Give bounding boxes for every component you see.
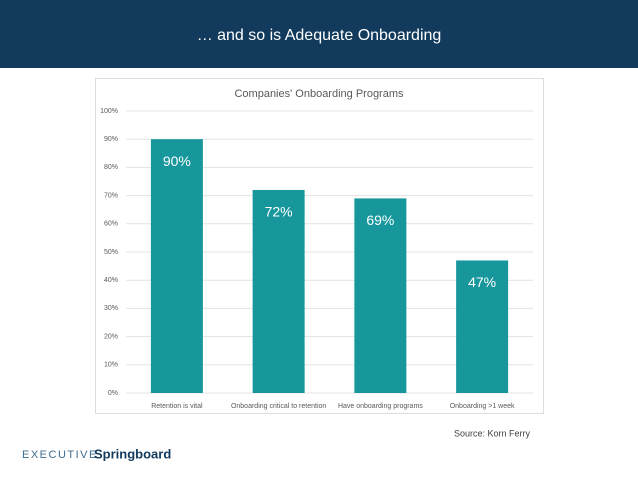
- y-tick-label: 10%: [104, 362, 118, 369]
- x-tick-label: Have onboarding programs: [338, 403, 423, 410]
- bar: [252, 189, 305, 393]
- y-tick-label: 90%: [104, 136, 118, 143]
- y-tick-label: 80%: [104, 164, 118, 171]
- y-tick-label: 40%: [104, 277, 118, 284]
- y-tick-label: 0%: [108, 390, 118, 397]
- value-label: 69%: [366, 212, 394, 228]
- y-tick-label: 20%: [104, 333, 118, 340]
- y-tick-label: 60%: [104, 221, 118, 228]
- value-label: 90%: [163, 153, 191, 169]
- x-tick-label: Retention is vital: [151, 403, 203, 410]
- y-tick-label: 50%: [104, 249, 118, 256]
- x-tick-label: Onboarding >1 week: [450, 403, 515, 410]
- bar: [150, 139, 203, 393]
- y-tick-label: 100%: [100, 108, 118, 115]
- bar: [456, 260, 509, 393]
- header-bar: [0, 0, 638, 68]
- logo-light: EXECUTIVE: [22, 449, 98, 461]
- chart-title: Companies' Onboarding Programs: [234, 88, 404, 100]
- value-label: 72%: [265, 204, 293, 220]
- bar: [354, 198, 407, 393]
- source-note: Source: Korn Ferry: [454, 428, 531, 438]
- slide-title: … and so is Adequate Onboarding: [197, 27, 442, 44]
- x-tick-label: Onboarding critical to retention: [231, 403, 326, 410]
- plot: 0% 10% 20% 30% 40% 50% 60% 70% 80% 90% 100% Retenti…: [100, 108, 533, 410]
- logo-bold: Springboard: [94, 446, 171, 461]
- value-label: 47%: [468, 274, 496, 290]
- y-tick-label: 30%: [104, 305, 118, 312]
- y-tick-label: 70%: [104, 192, 118, 199]
